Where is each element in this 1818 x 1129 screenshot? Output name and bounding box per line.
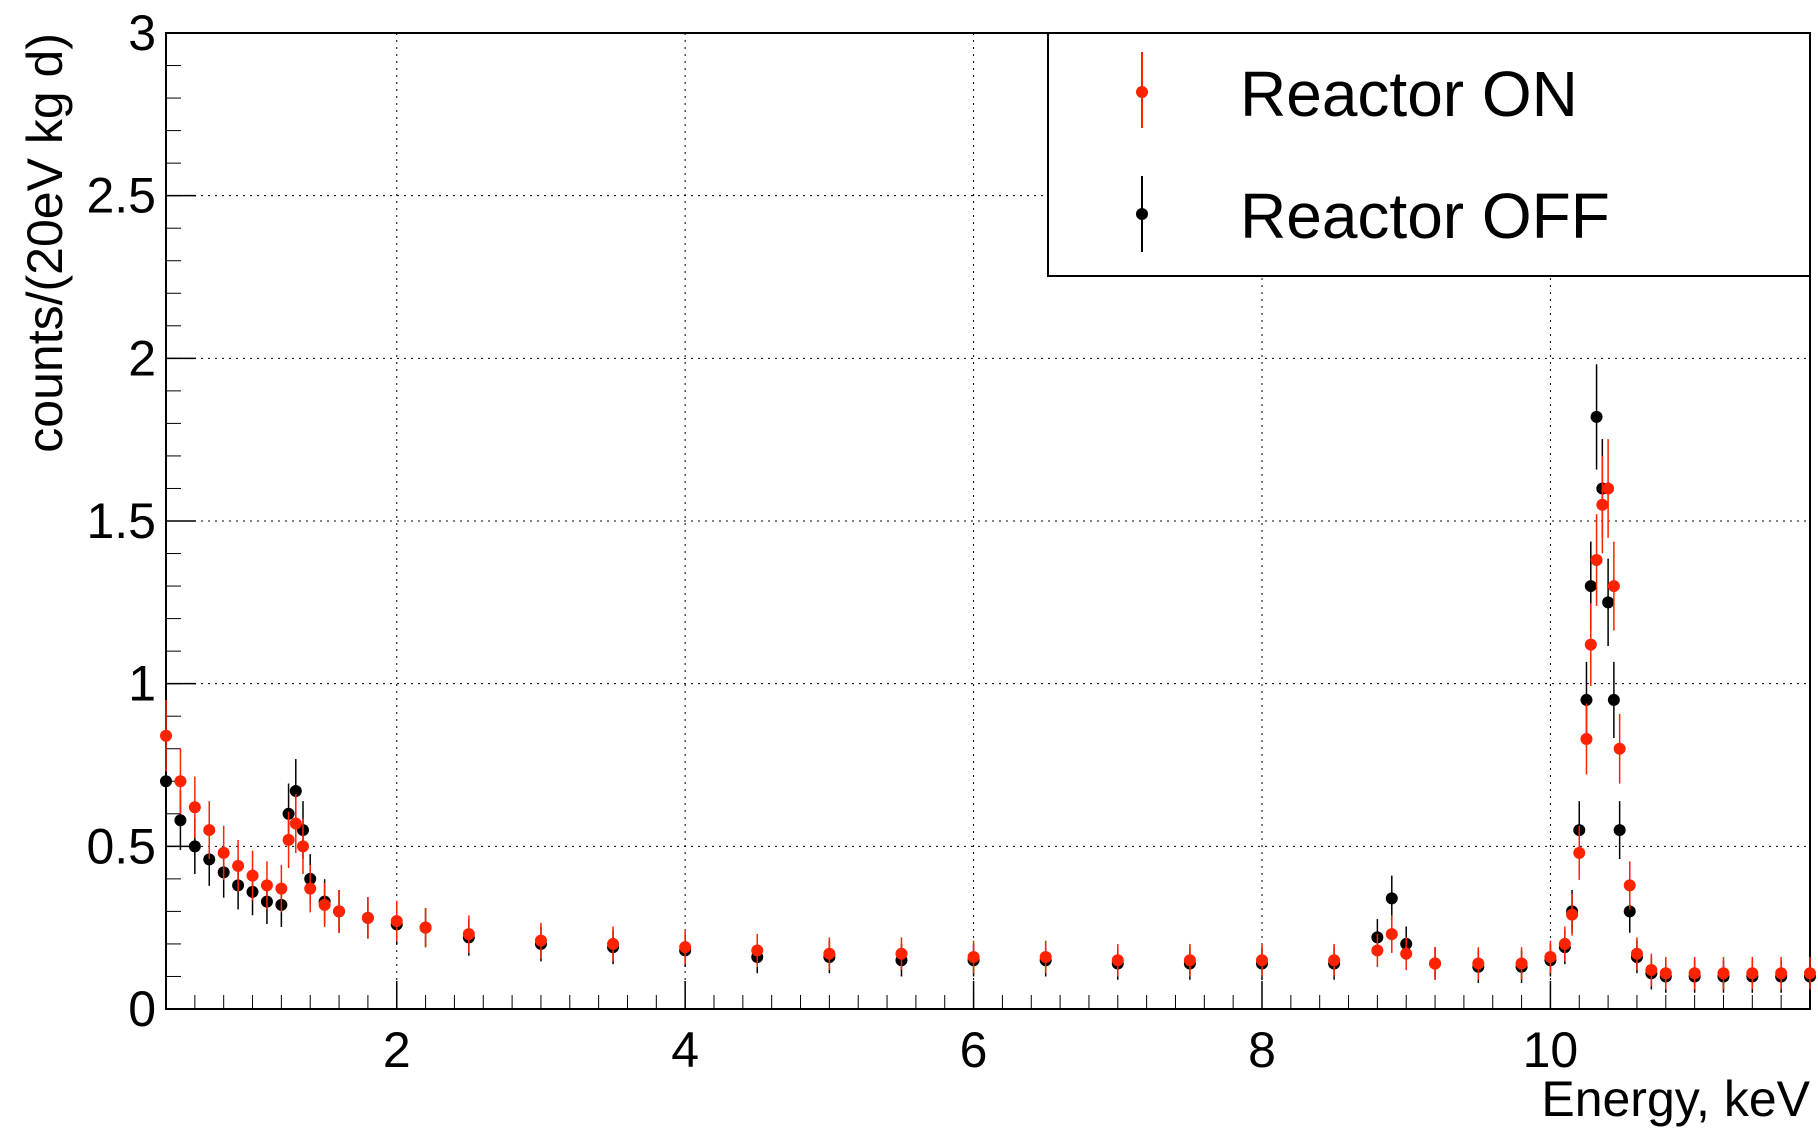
data-point	[679, 941, 692, 954]
legend: Reactor ON Reactor OFF	[1047, 32, 1811, 277]
data-point	[1659, 967, 1672, 980]
data-point	[1558, 937, 1571, 950]
data-point	[160, 775, 172, 788]
data-point	[1566, 908, 1579, 921]
data-point	[419, 921, 432, 934]
data-point	[1607, 580, 1620, 593]
data-point	[203, 824, 216, 837]
data-point	[1385, 892, 1398, 905]
data-point	[275, 882, 288, 895]
data-point	[174, 775, 187, 788]
data-point	[1623, 879, 1636, 892]
data-point	[188, 840, 201, 853]
data-point	[534, 934, 547, 947]
legend-marker-off	[1136, 208, 1148, 220]
data-point	[160, 729, 172, 742]
x-tick-label: 8	[1248, 1022, 1276, 1078]
data-point	[318, 898, 331, 911]
data-point	[1613, 824, 1626, 837]
data-point	[246, 869, 259, 882]
y-tick-label: 1.5	[86, 493, 156, 549]
data-point	[1804, 967, 1816, 980]
data-point	[1183, 954, 1196, 967]
data-point	[1717, 967, 1730, 980]
data-point	[282, 833, 295, 846]
data-point	[232, 859, 245, 872]
y-axis-title: counts/(20eV kg d)	[17, 33, 73, 453]
y-tick-label: 1	[128, 656, 156, 712]
data-point	[1472, 957, 1485, 970]
legend-label-off: Reactor OFF	[1240, 180, 1610, 252]
data-point	[1590, 410, 1603, 423]
legend-box	[1047, 32, 1811, 277]
data-point	[1688, 967, 1701, 980]
data-point	[751, 944, 764, 957]
data-point	[304, 882, 317, 895]
data-point	[289, 785, 302, 798]
data-point	[361, 911, 374, 924]
y-tick-label: 2	[128, 330, 156, 386]
data-series	[160, 364, 1816, 993]
data-point	[188, 801, 201, 814]
legend-marker-on	[1136, 86, 1148, 98]
data-point	[1630, 947, 1643, 960]
data-point	[1596, 498, 1609, 511]
data-point	[1515, 957, 1528, 970]
x-tick-label: 6	[960, 1022, 988, 1078]
data-point	[289, 817, 302, 830]
data-point	[1544, 950, 1557, 963]
data-point	[1256, 954, 1268, 967]
data-point	[1775, 967, 1788, 980]
data-point	[1371, 944, 1384, 957]
data-point	[203, 853, 216, 866]
data-point	[1039, 950, 1052, 963]
data-point	[390, 915, 403, 928]
data-point	[297, 840, 309, 853]
axis-ticks: 2 4 6 8 10 0 0.5 1 1.5 2 2.5 3	[86, 5, 1811, 1078]
data-point	[1573, 846, 1586, 859]
data-point	[1590, 554, 1603, 567]
data-point	[1429, 957, 1442, 970]
x-tick-label: 4	[671, 1022, 699, 1078]
data-point	[1584, 580, 1597, 593]
grid	[166, 33, 1810, 1009]
x-tick-label: 2	[383, 1022, 411, 1078]
data-point	[823, 947, 836, 960]
y-tick-label: 0.5	[86, 818, 156, 874]
data-point	[462, 928, 475, 941]
data-point	[1623, 905, 1636, 918]
data-point	[1400, 947, 1413, 960]
x-axis-title: Energy, keV	[1541, 1071, 1810, 1127]
data-point	[1746, 967, 1759, 980]
y-tick-label: 2.5	[86, 168, 156, 224]
data-point	[1580, 732, 1593, 745]
data-point	[1111, 954, 1124, 967]
y-tick-label: 3	[128, 5, 156, 61]
data-point	[1607, 693, 1620, 706]
data-point	[607, 937, 620, 950]
series-reactor-on	[160, 439, 1816, 990]
y-tick-label: 0	[128, 981, 156, 1037]
data-point	[1580, 693, 1593, 706]
data-point	[260, 879, 273, 892]
data-point	[1385, 928, 1398, 941]
data-point	[967, 950, 980, 963]
x-tick-label: 10	[1523, 1022, 1579, 1078]
legend-label-on: Reactor ON	[1240, 58, 1578, 130]
data-point	[333, 905, 346, 918]
data-point	[1645, 963, 1658, 976]
data-point	[1602, 482, 1615, 495]
data-point	[217, 846, 230, 859]
data-point	[895, 947, 908, 960]
data-point	[1602, 596, 1615, 609]
data-point	[1328, 954, 1341, 967]
data-point	[1613, 742, 1626, 755]
data-point	[174, 814, 187, 827]
data-point	[1584, 638, 1597, 651]
